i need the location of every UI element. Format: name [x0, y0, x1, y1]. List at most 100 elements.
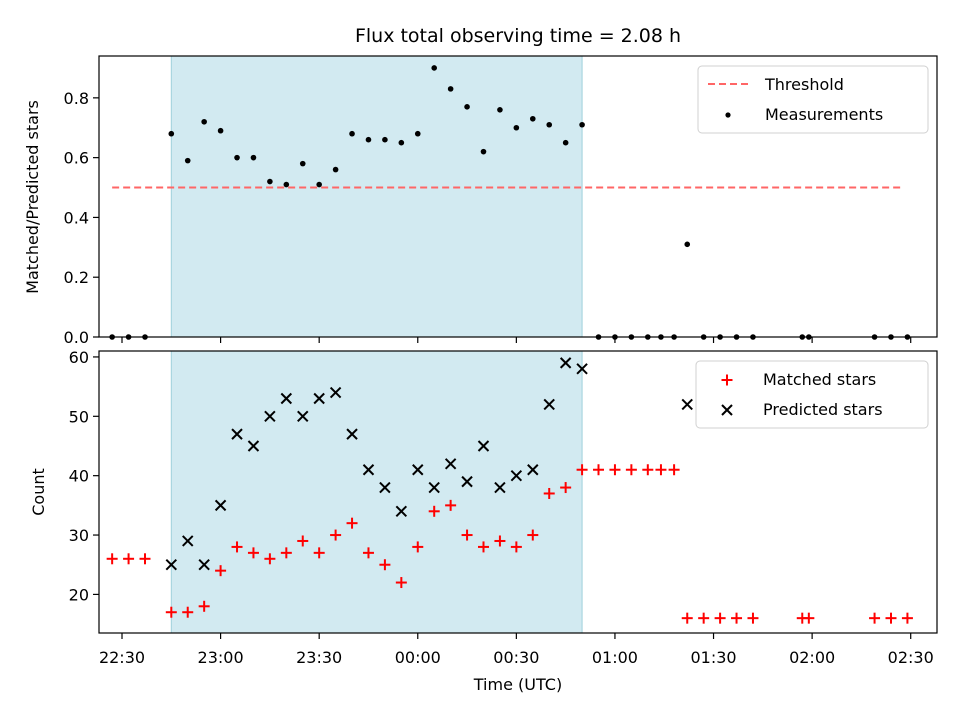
bottom-panel: 22:30 23:00 23:30 00:00 00:30 01:00 01:30 02:00… — [29, 348, 938, 694]
predicted-point — [559, 357, 572, 369]
measurement-point — [168, 130, 175, 137]
top-y-tick-label: 0.2 — [64, 268, 89, 287]
top-y-tick-label: 0.0 — [64, 328, 89, 347]
matched-point — [297, 535, 309, 547]
measurement-point — [529, 115, 536, 122]
top-legend-box — [697, 65, 929, 134]
top-shaded-region — [170, 55, 583, 338]
top-plot-marks — [109, 65, 911, 340]
matched-point — [560, 482, 572, 494]
x-tick-label: 00:30 — [493, 648, 539, 667]
matched-point — [313, 547, 325, 559]
bottom-axis-ticks: 22:30 23:00 23:30 00:00 00:30 01:00 01:30 02:00… — [69, 348, 934, 667]
matched-point — [885, 612, 897, 624]
matched-legend-swatch — [721, 374, 733, 386]
measurements-legend-label: Measurements — [765, 105, 883, 124]
bottom-y-tick-label: 20 — [69, 585, 89, 604]
top-y-tick-label: 0.4 — [64, 208, 89, 227]
measurement-point — [579, 121, 585, 128]
matched-point — [714, 612, 726, 624]
predicted-point — [412, 464, 424, 476]
matched-point — [264, 553, 276, 565]
measurement-point — [546, 121, 553, 128]
predicted-legend-swatch — [721, 404, 733, 416]
matched-point — [395, 577, 407, 589]
predicted-legend-marker — [721, 404, 733, 416]
matched-point — [461, 529, 473, 541]
x-tick-label: 02:30 — [888, 648, 934, 667]
matched-point — [362, 547, 374, 559]
matched-point — [428, 505, 440, 517]
measurement-point — [234, 154, 240, 161]
predicted-point — [543, 398, 555, 411]
x-tick-label: 02:00 — [789, 648, 835, 667]
threshold-legend-label: Threshold — [764, 75, 844, 94]
matched-point — [527, 529, 539, 541]
x-axis-label: Time (UTC) — [473, 675, 562, 694]
top-legend: Threshold Measurements — [697, 65, 929, 134]
predicted-point — [297, 410, 309, 423]
bottom-y-tick-label: 60 — [69, 348, 89, 367]
predicted-point — [182, 535, 194, 547]
matched-point — [655, 464, 667, 476]
bottom-y-tick-label: 30 — [69, 526, 89, 545]
chart-title: Flux total observing time = 2.08 h — [355, 25, 681, 47]
predicted-point — [214, 499, 227, 512]
predicted-point — [165, 559, 178, 571]
matched-point — [247, 547, 259, 559]
matched-point — [280, 547, 292, 559]
matched-point — [731, 612, 743, 624]
bottom-shaded-region — [170, 350, 583, 634]
measurement-point — [283, 181, 290, 188]
measurement-point — [201, 118, 207, 125]
measurement-point — [184, 157, 191, 164]
matched-point — [379, 559, 391, 571]
matched-point — [165, 606, 177, 618]
measurement-point — [299, 160, 306, 167]
predicted-point — [461, 475, 473, 488]
predicted-point — [428, 481, 440, 494]
matched-point — [803, 612, 815, 624]
predicted-point — [231, 428, 243, 440]
matched-point — [681, 612, 693, 624]
measurement-point — [447, 86, 454, 92]
predicted-point — [198, 559, 210, 571]
measurement-point — [684, 241, 691, 248]
top-axes-frame — [98, 55, 938, 338]
matched-point — [412, 541, 424, 553]
predicted-point — [362, 464, 375, 476]
matched-point — [576, 464, 588, 476]
matched-point — [901, 612, 913, 624]
matched-point — [642, 464, 654, 476]
measurement-point — [332, 166, 339, 173]
x-tick-label: 23:00 — [198, 648, 244, 667]
matched-point — [123, 553, 135, 565]
measurement-point — [513, 124, 520, 131]
bottom-y-tick-label: 50 — [69, 407, 89, 426]
measurement-point — [414, 130, 421, 137]
predicted-point — [313, 392, 325, 405]
bottom-legend: Matched stars Predicted stars — [695, 360, 929, 429]
measurement-point — [316, 181, 322, 188]
x-tick-label: 01:00 — [592, 648, 638, 667]
measurements-legend-swatch — [725, 112, 731, 118]
top-axis-ticks: 0.0 0.2 0.4 0.6 0.8 — [64, 89, 912, 347]
measurement-point — [431, 65, 438, 71]
measurement-point — [217, 127, 224, 134]
bottom-plot-marks — [106, 357, 913, 624]
predicted-point — [510, 469, 523, 482]
x-tick-label: 00:00 — [395, 648, 441, 667]
measurement-point — [365, 136, 372, 143]
x-tick-label: 01:30 — [690, 648, 736, 667]
predicted-point — [379, 481, 391, 494]
matched-legend-marker — [721, 374, 733, 386]
matched-point — [543, 487, 555, 499]
bottom-y-axis-label: Count — [29, 468, 48, 516]
predicted-point — [280, 392, 293, 405]
top-y-tick-label: 0.6 — [64, 149, 89, 168]
bottom-y-tick-label: 40 — [69, 467, 89, 486]
matched-point — [445, 499, 457, 511]
matched-point — [215, 565, 227, 577]
x-tick-label: 23:30 — [296, 648, 342, 667]
matched-point — [747, 612, 759, 624]
